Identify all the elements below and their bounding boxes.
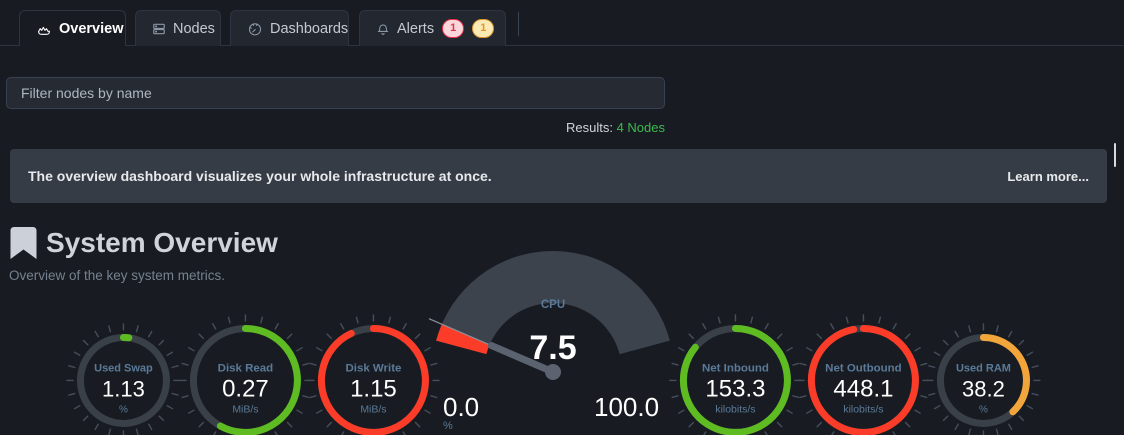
svg-text:1.13: 1.13 bbox=[102, 376, 145, 401]
svg-text:MiB/s: MiB/s bbox=[232, 404, 258, 415]
svg-text:%: % bbox=[119, 404, 128, 415]
svg-text:Net Outbound: Net Outbound bbox=[825, 362, 902, 374]
svg-text:38.2: 38.2 bbox=[962, 376, 1005, 401]
svg-text:kilobits/s: kilobits/s bbox=[843, 404, 883, 415]
svg-text:Used Swap: Used Swap bbox=[94, 362, 153, 374]
svg-text:448.1: 448.1 bbox=[833, 375, 893, 402]
svg-text:0.27: 0.27 bbox=[222, 375, 269, 402]
svg-text:Disk Read: Disk Read bbox=[217, 362, 273, 374]
svg-text:Used RAM: Used RAM bbox=[955, 362, 1010, 374]
svg-text:%: % bbox=[979, 404, 988, 415]
